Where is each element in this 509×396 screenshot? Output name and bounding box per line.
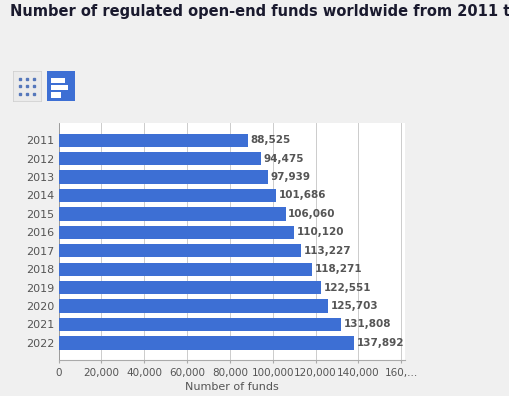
Bar [59,299,327,313]
Text: 122,551: 122,551 [323,283,371,293]
Text: Number of regulated open-end funds worldwide from 2011 to 2022: Number of regulated open-end funds world… [10,4,509,19]
Bar [59,263,311,276]
Bar [59,318,340,331]
Bar [51,92,61,98]
Bar [59,152,261,165]
Text: 113,227: 113,227 [303,246,351,256]
Text: 106,060: 106,060 [288,209,335,219]
Text: 97,939: 97,939 [270,172,310,182]
Bar [59,336,353,350]
Bar [51,85,68,90]
Bar [59,207,285,221]
Text: 131,808: 131,808 [343,320,390,329]
Text: 101,686: 101,686 [278,190,326,200]
Bar [59,281,320,294]
Text: 137,892: 137,892 [356,338,403,348]
Bar [51,78,65,84]
X-axis label: Number of funds: Number of funds [185,382,278,392]
Bar [59,189,276,202]
Text: 88,525: 88,525 [250,135,291,145]
Bar [59,170,268,184]
Text: 125,703: 125,703 [330,301,377,311]
Bar [59,244,300,257]
Text: 94,475: 94,475 [263,154,303,164]
Bar [59,226,294,239]
Bar [59,133,248,147]
Text: 110,120: 110,120 [296,227,344,237]
Text: 118,271: 118,271 [314,264,361,274]
